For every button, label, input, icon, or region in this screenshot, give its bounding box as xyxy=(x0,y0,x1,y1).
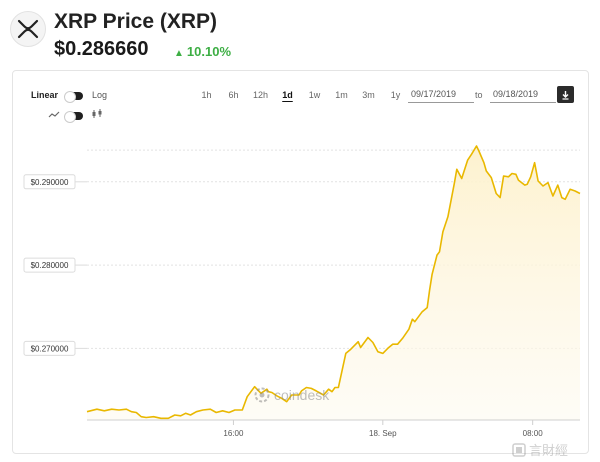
coin-header: XRP Price (XRP) $0.286660 ▲ 10.10% xyxy=(10,8,410,68)
time-range-selector: 1h 6h 12h 1d 1w 1m 3m 1y xyxy=(193,90,409,100)
price-line xyxy=(86,145,581,420)
corner-watermark: 言財經 xyxy=(512,440,568,459)
date-range-to-label: to xyxy=(475,90,483,100)
price-change: ▲ 10.10% xyxy=(174,44,231,59)
x-tick-label: 16:00 xyxy=(223,429,244,438)
range-12h[interactable]: 12h xyxy=(252,90,269,100)
download-icon xyxy=(562,90,569,100)
log-scale-label: Log xyxy=(92,90,108,100)
corner-logo-icon xyxy=(512,442,526,457)
range-1m[interactable]: 1m xyxy=(335,90,348,100)
range-1w[interactable]: 1w xyxy=(308,90,321,100)
line-chart-icon xyxy=(48,111,60,121)
scale-toggle[interactable] xyxy=(64,91,83,103)
y-tick-label: $0.270000 xyxy=(31,344,69,353)
coindesk-watermark: coindesk xyxy=(254,387,329,403)
date-from-input[interactable]: 09/17/2019 xyxy=(408,87,474,103)
price-area-fill xyxy=(87,146,580,420)
range-1h[interactable]: 1h xyxy=(201,90,212,100)
x-tick-label: 08:00 xyxy=(523,429,544,438)
download-button[interactable] xyxy=(557,86,574,103)
y-tick-label: $0.280000 xyxy=(31,261,69,270)
date-to-input[interactable]: 09/18/2019 xyxy=(490,87,556,103)
range-3m[interactable]: 3m xyxy=(362,90,375,100)
range-1d[interactable]: 1d xyxy=(282,90,293,100)
up-arrow-icon: ▲ xyxy=(174,48,184,59)
current-price: $0.286660 xyxy=(54,38,149,60)
candlestick-icon xyxy=(92,109,103,121)
y-tick-label: $0.290000 xyxy=(31,178,69,187)
linear-scale-label: Linear xyxy=(31,90,59,100)
page-title: XRP Price (XRP) xyxy=(54,10,218,33)
range-1y[interactable]: 1y xyxy=(390,90,401,100)
chart-type-toggle[interactable] xyxy=(64,111,83,123)
x-tick-label: 18. Sep xyxy=(369,429,397,438)
watermark-text: coindesk xyxy=(274,387,330,403)
range-6h[interactable]: 6h xyxy=(228,90,239,100)
corner-watermark-text: 言財經 xyxy=(529,444,569,459)
coindesk-logo-icon xyxy=(254,387,270,403)
price-change-value: 10.10% xyxy=(186,44,231,59)
xrp-logo-icon xyxy=(10,11,46,47)
